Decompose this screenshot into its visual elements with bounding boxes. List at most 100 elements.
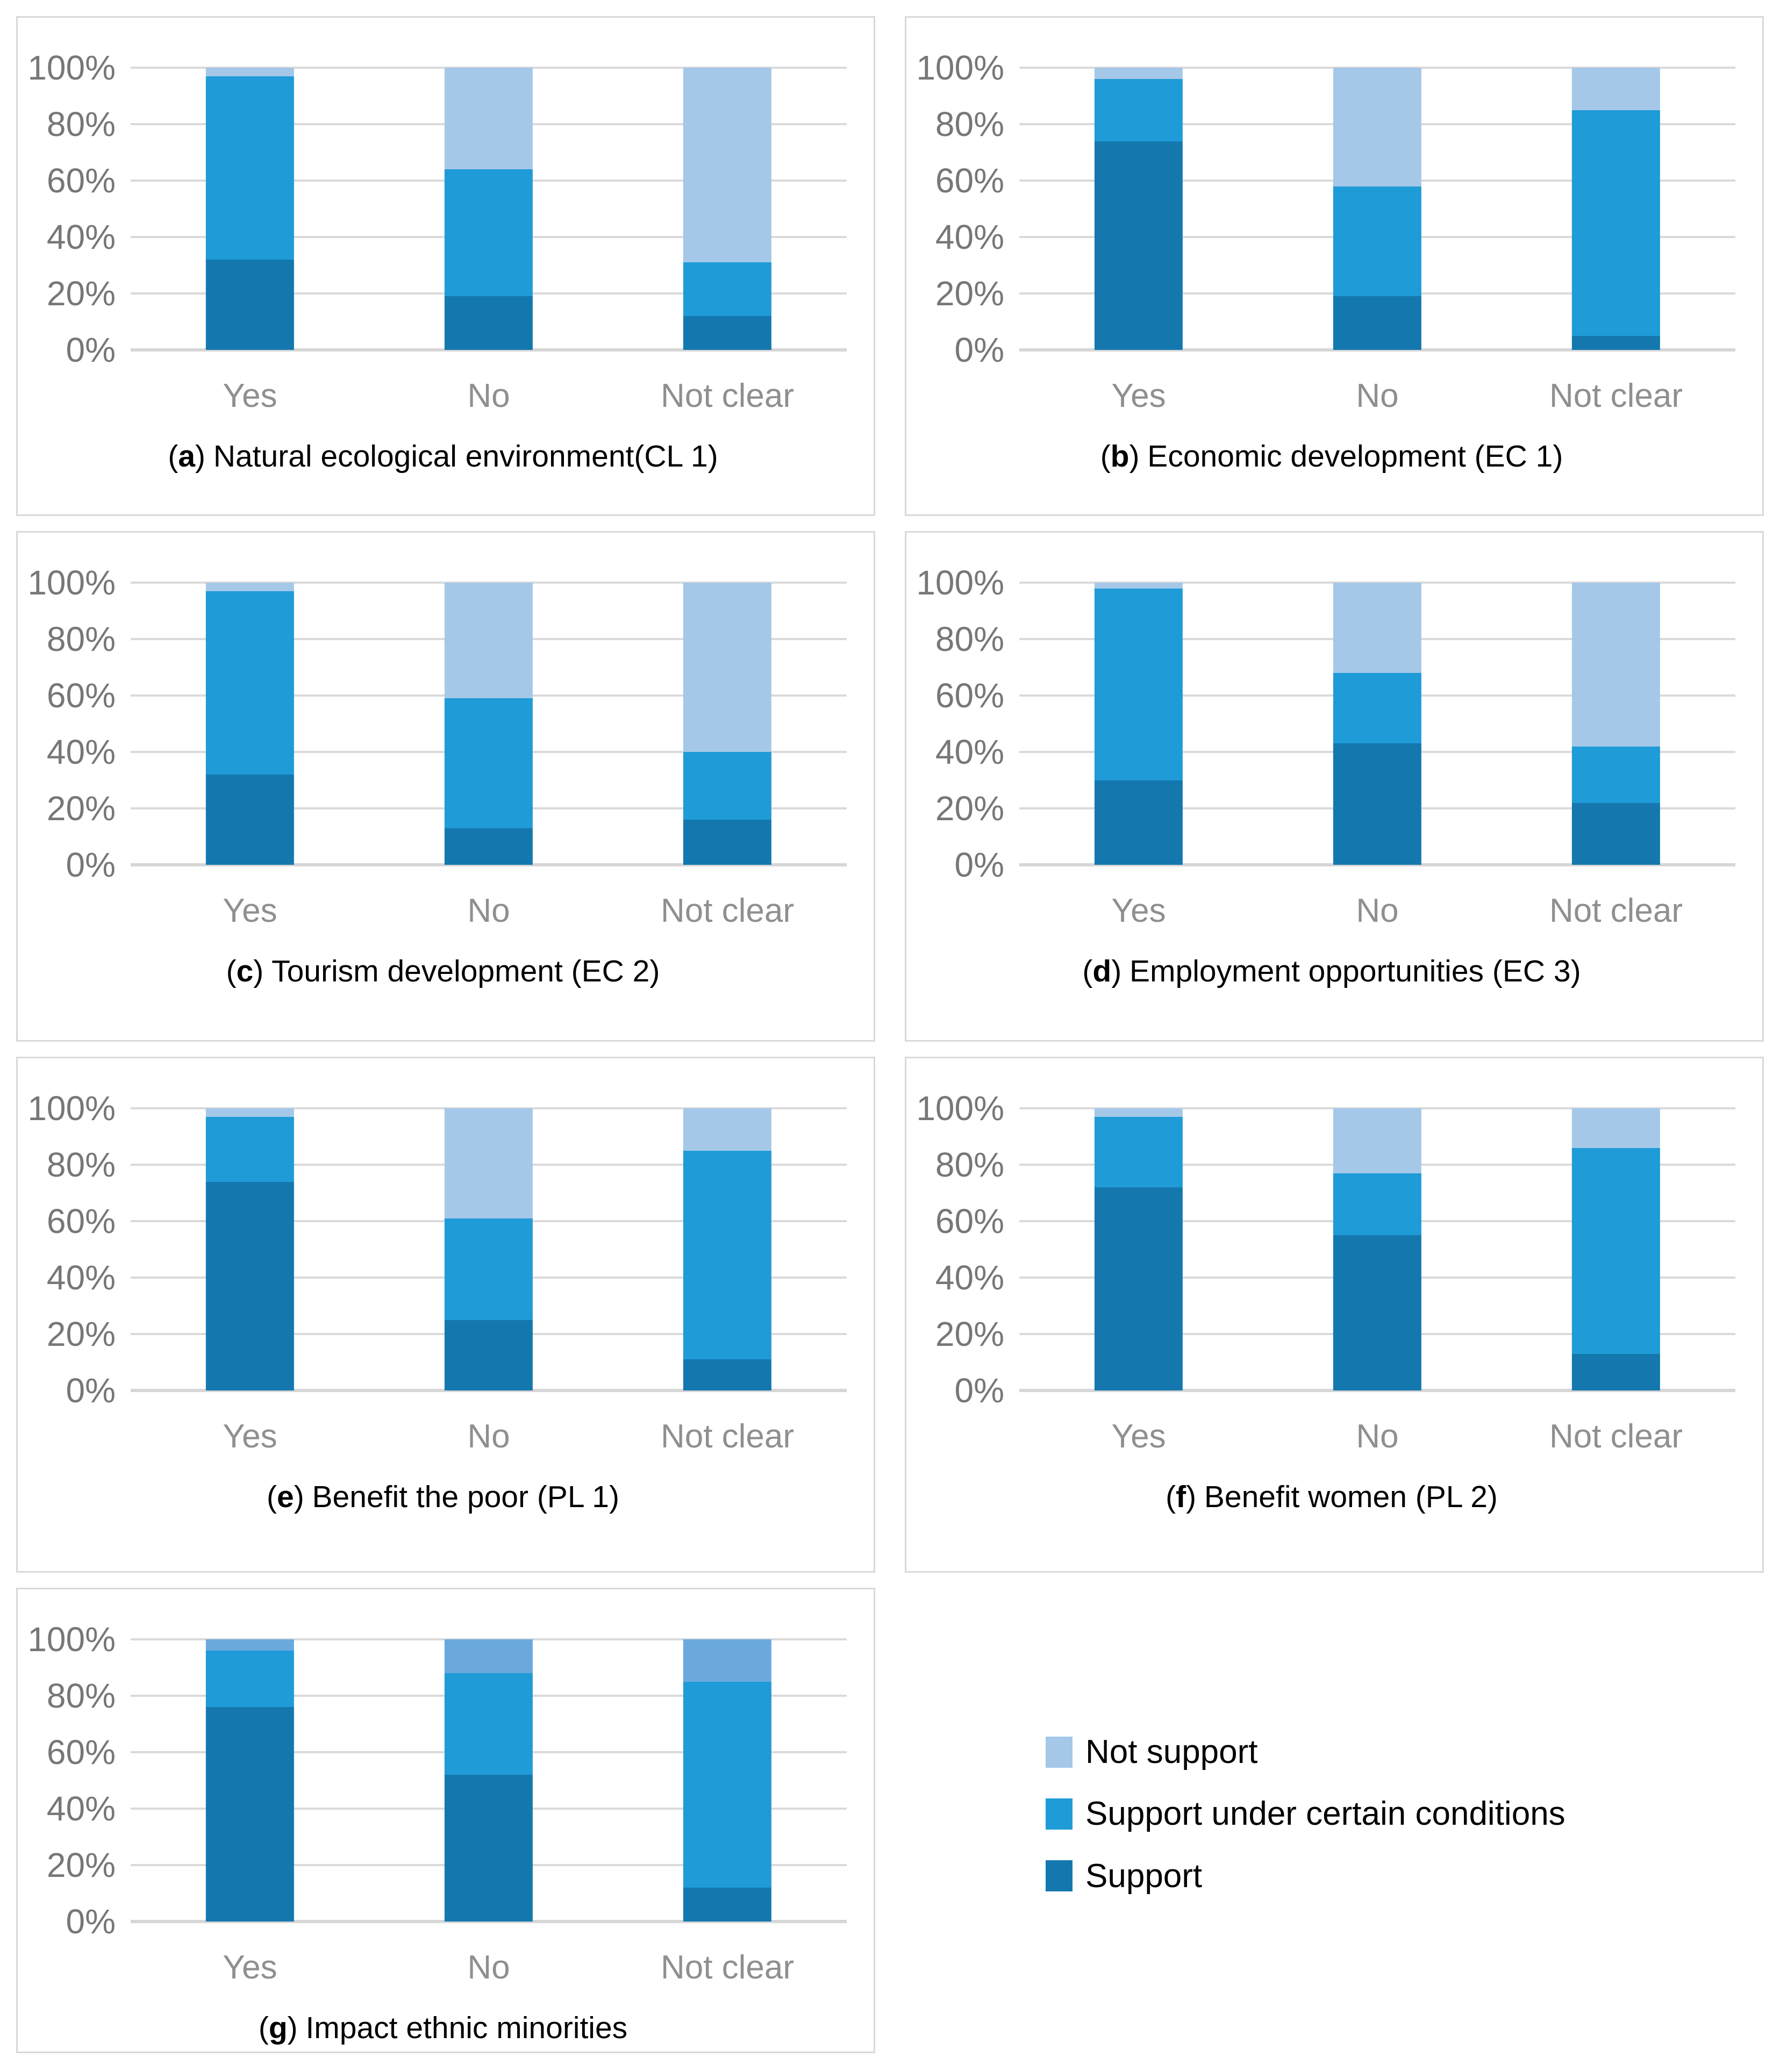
bar-segment-support — [444, 828, 533, 865]
caption-title: Economic development (EC 1) — [1147, 439, 1563, 474]
chart-caption: (a) Natural ecological environment(CL 1) — [39, 439, 847, 475]
bars-layer — [131, 1108, 847, 1390]
bars-layer — [1019, 583, 1735, 865]
y-axis: 100% 80% 60% 40% 20% 0% — [27, 1622, 131, 1939]
chart-caption: (c) Tourism development (EC 2) — [39, 954, 847, 990]
caption-letter: f — [1176, 1480, 1186, 1515]
caption-title: Impact ethnic minorities — [305, 2011, 628, 2046]
chart-panel-f: 100% 80% 60% 40% 20% 0% Yes No Not clear (f) Ben… — [905, 1057, 1764, 1573]
stacked-bar — [205, 583, 295, 865]
stacked-bar — [683, 1639, 772, 1922]
category-row: Yes No Not clear — [131, 1949, 847, 1986]
y-axis-tick-label: 0% — [66, 1371, 116, 1410]
y-axis-tick-label: 40% — [46, 733, 116, 771]
bar-segment-support-under-certain-conditions — [1333, 186, 1422, 297]
bar-segment-not-support — [444, 583, 533, 699]
bar-segment-not-support — [1571, 583, 1661, 747]
y-axis-tick-label: 0% — [66, 331, 116, 369]
caption-title: Tourism development (EC 2) — [271, 954, 660, 989]
y-axis-tick-label: 40% — [46, 218, 116, 256]
caption-close-paren: ) — [195, 439, 205, 474]
bar-segment-not-support — [444, 1108, 533, 1218]
stacked-bar — [444, 583, 533, 865]
bar-segment-not-support — [1571, 68, 1661, 110]
baseline-gridline — [131, 348, 847, 352]
chart-area: 100% 80% 60% 40% 20% 0% — [27, 51, 847, 367]
bar-group-yes — [1019, 68, 1258, 350]
stacked-bar — [683, 583, 772, 865]
chart-area: 100% 80% 60% 40% 20% 0% — [27, 565, 847, 882]
bar-segment-support-under-certain-conditions — [444, 698, 533, 828]
y-axis-tick-label: 100% — [27, 48, 116, 87]
stacked-bar — [1571, 583, 1661, 865]
baseline-gridline — [1019, 1389, 1735, 1392]
y-axis-tick-label: 60% — [935, 676, 1004, 715]
y-axis: 100% 80% 60% 40% 20% 0% — [916, 51, 1019, 367]
bar-segment-support — [1333, 296, 1422, 350]
legend-swatch-support-under-certain-conditions-icon — [1046, 1798, 1073, 1830]
plot-area — [1019, 1107, 1735, 1392]
bars-layer — [131, 1639, 847, 1922]
y-axis: 100% 80% 60% 40% 20% 0% — [916, 1091, 1019, 1408]
bar-segment-support — [444, 1775, 533, 1922]
bar-group-no — [1258, 583, 1497, 865]
chart-area: 100% 80% 60% 40% 20% 0% — [916, 1091, 1735, 1408]
chart-area: 100% 80% 60% 40% 20% 0% — [27, 1091, 847, 1408]
y-axis-tick-label: 20% — [935, 274, 1004, 313]
y-axis-tick-label: 80% — [46, 620, 116, 658]
legend-label: Not support — [1085, 1733, 1258, 1770]
y-axis-tick-label: 80% — [46, 1676, 116, 1715]
y-axis-tick-label: 80% — [935, 105, 1004, 144]
plot-area — [1019, 67, 1735, 352]
stacked-bar — [205, 1639, 295, 1922]
bar-segment-support-under-certain-conditions — [683, 262, 772, 316]
bar-segment-not-support — [683, 68, 772, 263]
bar-segment-support-under-certain-conditions — [1333, 1173, 1422, 1236]
plot-area — [131, 1107, 847, 1392]
chart-area: 100% 80% 60% 40% 20% 0% — [916, 565, 1735, 882]
chart-caption: (e) Benefit the poor (PL 1) — [39, 1480, 847, 1515]
bar-segment-support-under-certain-conditions — [1094, 1116, 1183, 1187]
y-axis-tick-label: 80% — [46, 105, 116, 144]
baseline-gridline — [131, 1389, 847, 1392]
chart-panel-b: 100% 80% 60% 40% 20% 0% Yes No Not clear (b) Eco… — [905, 16, 1764, 516]
category-row: Yes No Not clear — [131, 1418, 847, 1455]
y-axis-tick-label: 60% — [46, 161, 116, 200]
bar-group-not-clear — [1497, 1108, 1735, 1390]
stacked-bar — [683, 1108, 772, 1390]
legend-swatch-not-support-icon — [1046, 1736, 1073, 1768]
y-axis: 100% 80% 60% 40% 20% 0% — [27, 1091, 131, 1408]
caption-open-paren: ( — [1082, 954, 1093, 989]
bar-segment-support — [683, 316, 772, 350]
caption-letter: e — [277, 1480, 294, 1515]
y-axis: 100% 80% 60% 40% 20% 0% — [27, 51, 131, 367]
category-label: Not clear — [1549, 377, 1683, 414]
caption-open-paren: ( — [226, 954, 237, 989]
y-axis-tick-label: 20% — [46, 1846, 116, 1884]
y-axis-tick-label: 100% — [27, 1620, 116, 1659]
legend-label: Support — [1085, 1857, 1203, 1895]
bar-group-no — [369, 68, 608, 350]
bar-segment-not-support — [683, 1108, 772, 1151]
stacked-bar — [1333, 68, 1422, 350]
bar-segment-not-support — [683, 583, 772, 752]
y-axis-tick-label: 60% — [935, 161, 1004, 200]
stacked-bar — [1333, 583, 1422, 865]
caption-close-paren: ) — [287, 2011, 298, 2046]
bar-segment-support — [205, 775, 295, 865]
bar-group-not-clear — [1497, 68, 1735, 350]
bar-segment-support — [1094, 1187, 1183, 1390]
bar-group-not-clear — [608, 1639, 847, 1922]
baseline-gridline — [1019, 348, 1735, 352]
bar-segment-support — [683, 1359, 772, 1390]
bar-segment-support-under-certain-conditions — [205, 1116, 295, 1182]
chart-panel-g: 100% 80% 60% 40% 20% 0% Yes No Not clear (g) Imp… — [16, 1588, 875, 2053]
bar-segment-not-support — [205, 68, 295, 76]
bar-group-not-clear — [608, 68, 847, 350]
caption-letter: a — [178, 439, 196, 474]
y-axis-tick-label: 20% — [935, 789, 1004, 828]
bar-group-not-clear — [1497, 583, 1735, 865]
bar-segment-support-under-certain-conditions — [444, 1218, 533, 1320]
bar-segment-support-under-certain-conditions — [444, 169, 533, 297]
caption-title: Natural ecological environment(CL 1) — [213, 439, 718, 474]
